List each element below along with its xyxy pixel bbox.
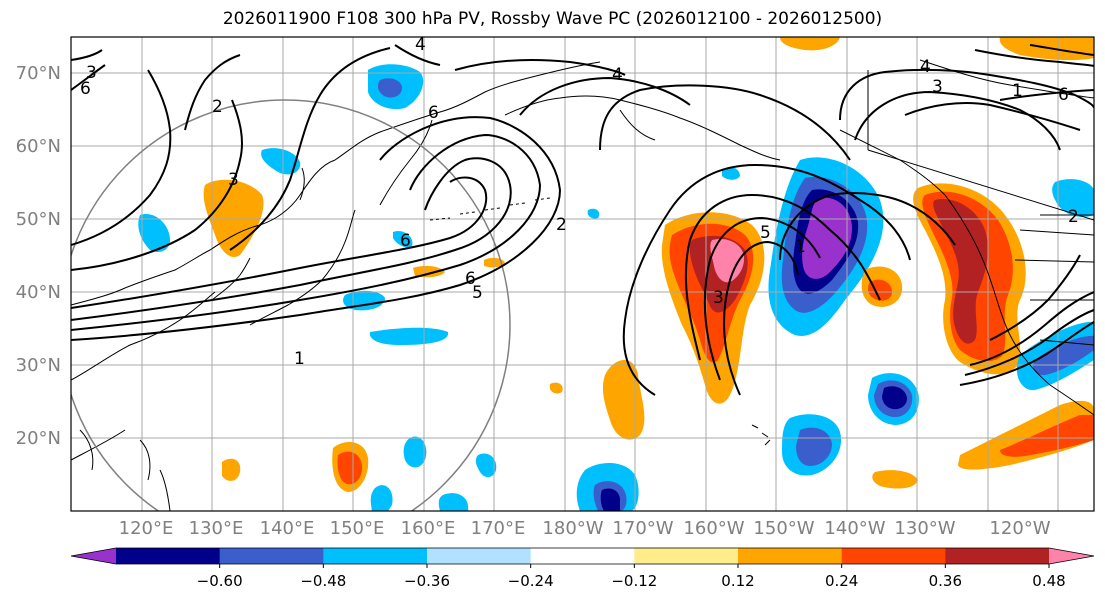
- lon-label: 150°W: [753, 518, 814, 539]
- colorbar-tick-label: 0.36: [929, 572, 962, 590]
- colorbar-extend-low: [71, 548, 116, 564]
- colorbar-tick-label: 0.12: [721, 572, 754, 590]
- map-panel: 1 2 3 4 5 6 6 2 1 3 5 4 3 6 2 4 3 6 6 1: [71, 35, 1094, 511]
- lon-label: 130°W: [894, 518, 955, 539]
- contour-label: 3: [713, 288, 724, 308]
- colorbar-swatch: [738, 548, 843, 564]
- contour-label: 4: [612, 65, 623, 85]
- contour-label: 3: [86, 63, 97, 83]
- lat-label: 20°N: [16, 428, 61, 449]
- contour-label: 6: [465, 269, 476, 289]
- lon-label: 120°E: [119, 518, 174, 539]
- lon-labels: 120°E 130°E 140°E 150°E 160°E 170°E 180°…: [119, 518, 1051, 539]
- colorbar: −0.60 −0.48 −0.36 −0.24 −0.12 0.12 0.24 0.36 0.4…: [70, 547, 1095, 590]
- colorbar-tick-label: 0.24: [825, 572, 858, 590]
- contour-label: 2: [1068, 207, 1079, 227]
- colorbar-tick-label: −0.24: [508, 572, 554, 590]
- colorbar-swatch: [530, 548, 635, 564]
- colorbar-swatch: [219, 548, 324, 564]
- contour-label: 1: [1012, 81, 1023, 101]
- contour-label: 3: [932, 77, 943, 97]
- map-frame: [70, 36, 1095, 512]
- contour-label: 4: [415, 35, 426, 55]
- lon-label: 180°W: [542, 518, 603, 539]
- colorbar-swatch: [841, 548, 946, 564]
- coastlines: [71, 59, 1094, 511]
- gridlines: [71, 37, 1094, 511]
- colorbar-tick-label: −0.60: [197, 572, 243, 590]
- lon-label: 150°E: [330, 518, 385, 539]
- lat-labels: 20°N 30°N 40°N 50°N 60°N 70°N: [16, 63, 61, 449]
- contour-label: 2: [556, 215, 567, 235]
- map-title: 2026011900 F108 300 hPa PV, Rossby Wave …: [222, 9, 883, 29]
- lat-label: 30°N: [16, 355, 61, 376]
- lon-label: 160°E: [401, 518, 456, 539]
- contour-label: 6: [80, 79, 91, 99]
- contour-label: 2: [212, 97, 223, 117]
- contour-label: 3: [228, 170, 239, 190]
- colorbar-outline: [70, 547, 1095, 565]
- lon-label: 120°W: [989, 518, 1050, 539]
- contour-label: 5: [760, 223, 771, 243]
- colorbar-swatch: [634, 548, 739, 564]
- reference-circle: [71, 99, 511, 511]
- colorbar-tick-label: −0.36: [404, 572, 450, 590]
- lon-label: 170°E: [471, 518, 526, 539]
- contour-labels: 1 2 3 4 5 6 6 2 1 3 5 4 3 6 2 4 3 6 6 1: [80, 35, 1079, 369]
- colorbar-tick-label: −0.12: [611, 572, 657, 590]
- colorbar-swatch: [945, 548, 1050, 564]
- lon-label: 170°W: [612, 518, 673, 539]
- lon-label: 140°W: [824, 518, 885, 539]
- pv-contours: [71, 44, 1094, 396]
- lon-label: 160°W: [683, 518, 744, 539]
- contour-label: 6: [428, 103, 439, 123]
- colorbar-swatch: [323, 548, 428, 564]
- colorbar-swatch: [116, 548, 221, 564]
- colorbar-extend-high: [1049, 548, 1094, 564]
- colorbar-tick-label: 0.48: [1032, 572, 1065, 590]
- contour-label: 1: [795, 237, 806, 257]
- contour-label: 6: [1058, 85, 1069, 105]
- lon-label: 140°E: [260, 518, 315, 539]
- colorbar-swatch: [427, 548, 532, 564]
- contour-label: 6: [400, 231, 411, 251]
- lat-label: 60°N: [16, 136, 61, 157]
- contour-label: 1: [294, 349, 305, 369]
- contour-label: 4: [920, 57, 931, 77]
- colorbar-tick-label: −0.48: [300, 572, 346, 590]
- lat-label: 70°N: [16, 63, 61, 84]
- lon-label: 130°E: [189, 518, 244, 539]
- lat-label: 50°N: [16, 209, 61, 230]
- contour-label: 5: [472, 283, 483, 303]
- lat-label: 40°N: [16, 282, 61, 303]
